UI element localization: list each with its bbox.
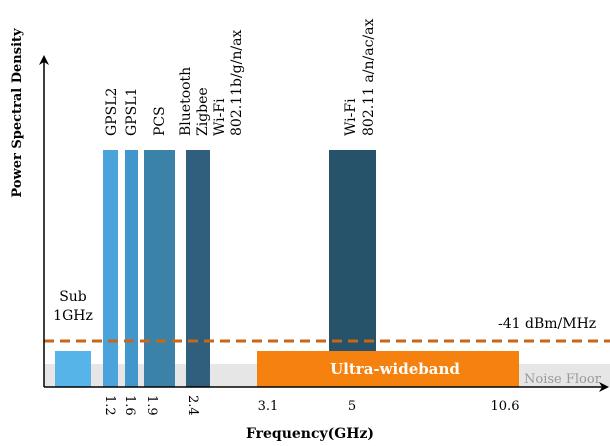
sub1ghz-bar (55, 351, 91, 387)
tick-label-10-6: 10.6 (491, 399, 520, 414)
tick-label-3-1: 3.1 (258, 399, 279, 414)
tick-label-5: 5 (348, 399, 356, 414)
x-axis-title: Frequency(GHz) (246, 426, 374, 442)
bluetooth-zigbee-wifi-bar (186, 150, 210, 387)
wifi-24-standards-label: 802.11b/g/n/ax (229, 30, 245, 136)
gpsl2-bar (103, 150, 118, 387)
pcs-label: PCS (152, 106, 168, 136)
gpsl1-bar (125, 150, 138, 387)
bluetooth-label: Bluetooth (178, 67, 194, 136)
ultra-wideband-bar (257, 351, 519, 387)
sub1ghz-label-line2: 1GHz (53, 308, 93, 324)
tick-label-1-9: 1.9 (144, 395, 159, 416)
y-axis-title: Power Spectral Density (10, 28, 25, 198)
sub1ghz-label-line1: Sub (59, 289, 87, 305)
wifi-5ghz-bar (329, 150, 376, 387)
wifi-5-standards-label: 802.11 a/n/ac/ax (361, 19, 377, 136)
tick-label-1-2: 1.2 (102, 395, 117, 416)
ultra-wideband-label: Ultra-wideband (330, 360, 460, 378)
pcs-bar (144, 150, 175, 387)
wifi-24-label: Wi-Fi (212, 98, 228, 136)
wifi-5-label: Wi-Fi (343, 98, 359, 136)
gpsl1-label: GPSL1 (124, 88, 140, 136)
noise-floor-label: Noise Floor (524, 372, 602, 387)
tick-label-2-4: 2.4 (185, 395, 200, 416)
gpsl2-label: GPSL2 (104, 88, 120, 136)
tick-label-1-6: 1.6 (122, 395, 137, 416)
zigbee-label: Zigbee (195, 87, 211, 136)
emission-limit-label: -41 dBm/MHz (498, 316, 596, 332)
